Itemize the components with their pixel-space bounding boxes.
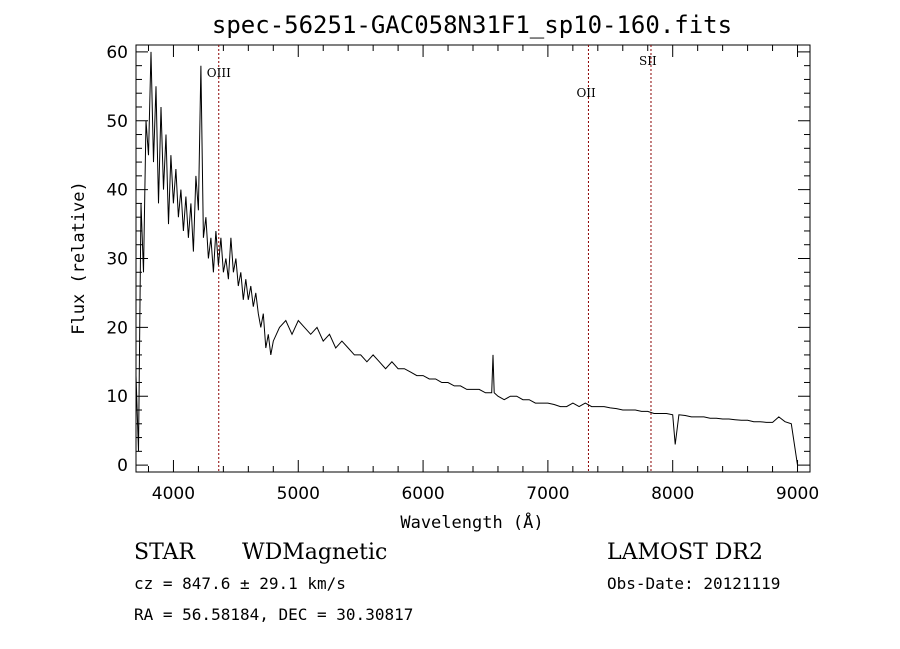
y-tick-label: 30 [106, 250, 128, 270]
x-tick-label: 8000 [651, 484, 694, 504]
emission-lines: OIII OII SII [207, 45, 657, 472]
obs-date: Obs-Date: 20121119 [607, 574, 780, 593]
ra-dec-coordinates: RA = 56.58184, DEC = 30.30817 [134, 605, 413, 624]
x-tick-label: 5000 [277, 484, 320, 504]
object-subclass: WDMagnetic [242, 540, 387, 565]
x-axis-ticks: 4000 5000 6000 7000 8000 9000 [147, 45, 819, 504]
survey-name: LAMOST DR2 [607, 540, 763, 565]
y-tick-label: 60 [106, 43, 128, 63]
x-axis-label: Wavelength (Å) [400, 511, 543, 533]
y-tick-label: 20 [106, 318, 128, 338]
y-tick-label: 10 [106, 387, 128, 407]
object-class: STAR [134, 540, 196, 565]
y-axis-label: Flux (relative) [69, 181, 89, 335]
emission-line-label: SII [639, 54, 657, 68]
plot-frame [135, 44, 811, 473]
emission-line-label: OII [576, 86, 596, 100]
y-axis-ticks: 0 10 20 30 40 50 60 [106, 43, 810, 476]
x-tick-label: 9000 [776, 484, 819, 504]
redshift-cz: cz = 847.6 ± 29.1 km/s [134, 574, 346, 593]
spectrum-series-line [135, 51, 798, 466]
x-tick-label: 7000 [526, 484, 569, 504]
chart-title: spec-56251-GAC058N31F1_sp10-160.fits [212, 11, 732, 39]
y-tick-label: 50 [106, 112, 128, 132]
emission-line-label: OIII [207, 66, 231, 80]
x-tick-label: 6000 [401, 484, 444, 504]
x-tick-label: 4000 [152, 484, 195, 504]
y-tick-label: 40 [106, 181, 128, 201]
y-tick-label: 0 [117, 456, 128, 476]
